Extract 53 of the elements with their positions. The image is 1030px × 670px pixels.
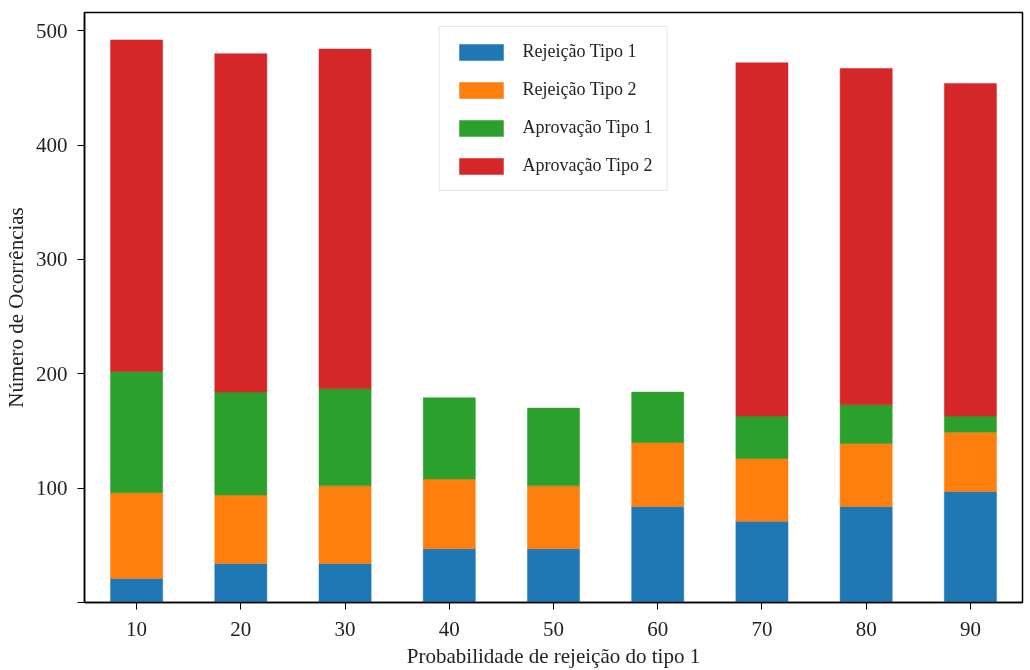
bar xyxy=(422,478,476,550)
y-tick-label: 100 xyxy=(36,476,68,501)
x-tick-label: 10 xyxy=(126,616,148,641)
bar xyxy=(839,506,893,603)
bar xyxy=(735,62,789,417)
bar xyxy=(735,458,789,522)
bar xyxy=(735,521,789,603)
bar xyxy=(422,397,476,480)
y-tick-label: 500 xyxy=(36,18,68,43)
bar xyxy=(110,39,163,372)
x-tick-label: 70 xyxy=(751,616,773,641)
bar xyxy=(318,563,372,603)
x-tick-label: 20 xyxy=(230,616,252,641)
bar xyxy=(631,391,685,443)
bar xyxy=(631,442,685,507)
bar xyxy=(214,494,268,564)
bar xyxy=(839,443,893,507)
bar xyxy=(944,431,997,492)
bar xyxy=(527,548,580,603)
y-tick-label: 400 xyxy=(36,133,68,158)
bar xyxy=(110,492,163,579)
bar xyxy=(527,407,580,487)
bar xyxy=(944,415,997,433)
bar xyxy=(944,83,997,417)
bar xyxy=(735,415,789,459)
x-tick-label: 50 xyxy=(543,616,564,641)
bar xyxy=(318,388,372,487)
bar xyxy=(318,48,372,389)
x-tick-label: 90 xyxy=(959,616,981,641)
x-axis-title: Probabilidade de rejeição do tipo 1 xyxy=(406,643,701,668)
y-tick-label: 300 xyxy=(36,247,68,272)
bar xyxy=(110,371,163,493)
bar xyxy=(214,391,268,496)
bar xyxy=(110,578,163,603)
legend-label: Rejeição Tipo 1 xyxy=(522,41,637,62)
bar xyxy=(422,548,476,603)
legend-label: Aprovação Tipo 1 xyxy=(522,117,653,138)
bar xyxy=(839,68,893,405)
bar xyxy=(839,404,893,444)
bar xyxy=(631,506,685,603)
bar xyxy=(527,485,580,550)
y-tick-label: 200 xyxy=(36,361,68,386)
legend-label: Rejeição Tipo 2 xyxy=(522,79,637,100)
legend-label: Aprovação Tipo 2 xyxy=(522,155,653,176)
y-axis-title: Número de Ocorrências xyxy=(4,207,28,408)
bar xyxy=(214,53,268,393)
x-tick-label: 30 xyxy=(334,616,356,641)
x-tick-label: 80 xyxy=(855,616,877,641)
x-tick-label: 40 xyxy=(438,616,460,641)
bar xyxy=(214,563,268,603)
x-tick-label: 60 xyxy=(647,616,669,641)
bar xyxy=(944,491,997,603)
bar xyxy=(318,485,372,564)
